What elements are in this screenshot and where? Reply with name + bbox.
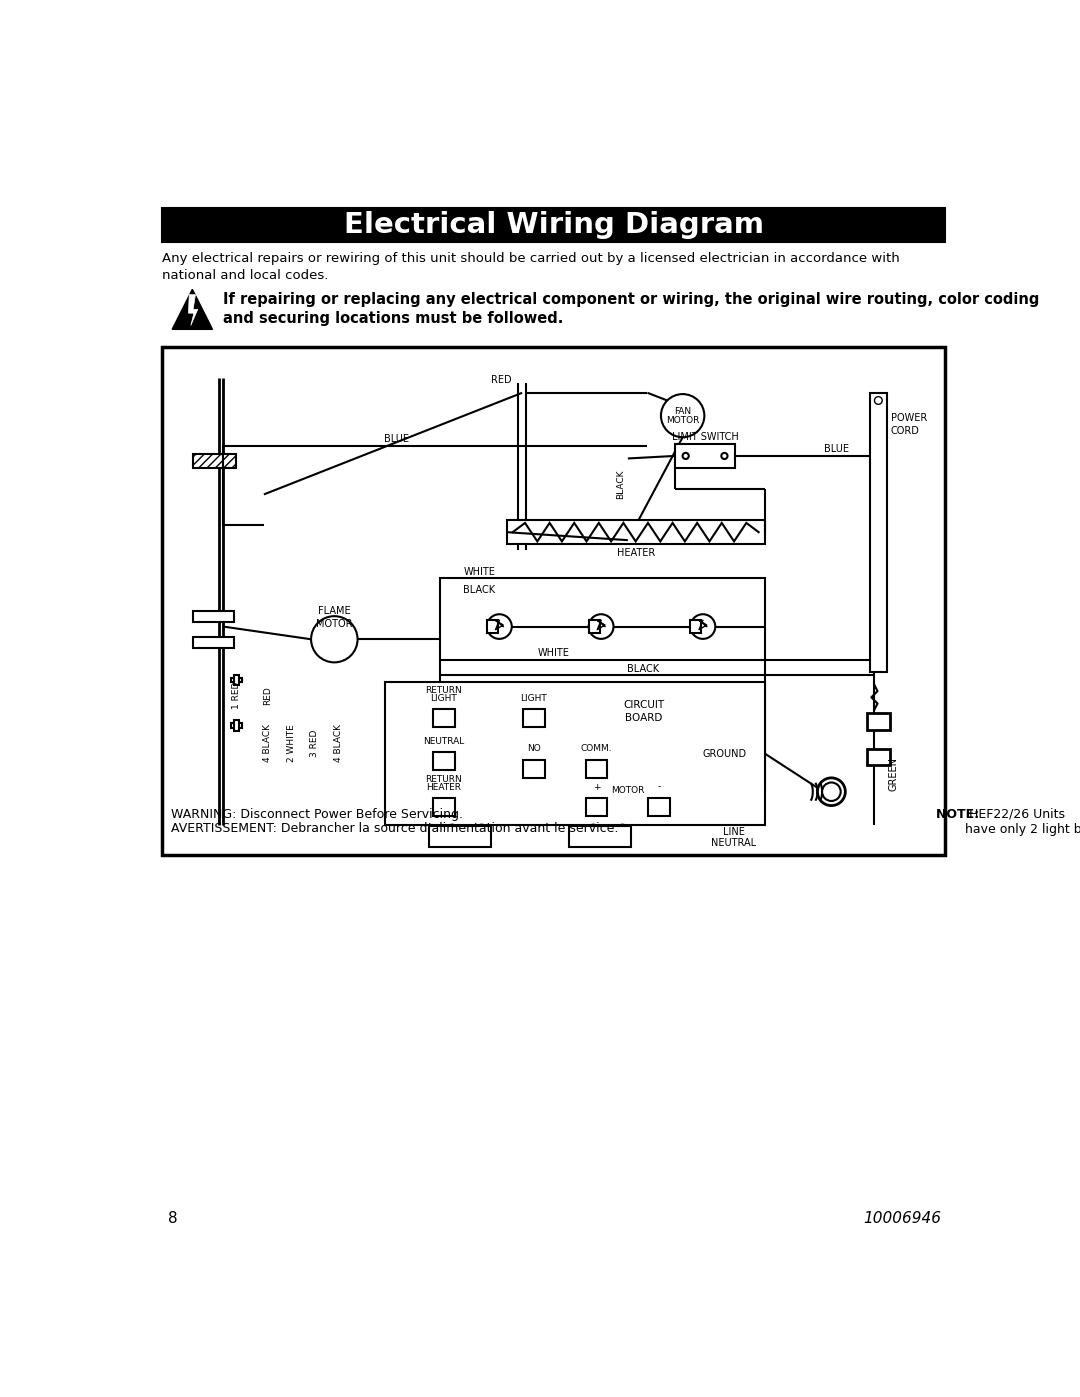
Bar <box>231 678 242 682</box>
Text: 3 RED: 3 RED <box>310 729 320 757</box>
Text: NOTE:: NOTE: <box>935 807 983 820</box>
Text: HEF22/26 Units
have only 2 light bulbs: HEF22/26 Units have only 2 light bulbs <box>966 807 1080 835</box>
Text: POWER: POWER <box>891 414 927 423</box>
Circle shape <box>683 453 689 460</box>
Bar <box>867 712 890 729</box>
Bar <box>440 578 765 789</box>
Text: FAN: FAN <box>674 407 691 415</box>
Text: WARNING: Disconnect Power Before Servicing.: WARNING: Disconnect Power Before Servici… <box>172 807 463 820</box>
Text: -: - <box>658 782 661 792</box>
Text: BLUE: BLUE <box>824 444 849 454</box>
Bar <box>585 798 607 816</box>
Text: HEATER: HEATER <box>427 782 461 792</box>
Text: BLACK: BLACK <box>617 469 625 499</box>
Bar <box>162 346 945 855</box>
Text: Electrical Wiring Diagram: Electrical Wiring Diagram <box>343 211 764 239</box>
Text: BLACK: BLACK <box>627 664 660 673</box>
Text: GREEN: GREEN <box>889 757 899 791</box>
Bar <box>433 708 455 728</box>
Text: MOTOR: MOTOR <box>611 785 645 795</box>
Text: LINE: LINE <box>723 827 744 837</box>
Text: LIGHT: LIGHT <box>431 694 457 703</box>
Text: 8: 8 <box>167 1211 177 1227</box>
Text: NEUTRAL: NEUTRAL <box>711 838 756 848</box>
Text: HEATER: HEATER <box>617 548 654 557</box>
Text: FLAME: FLAME <box>318 606 351 616</box>
Polygon shape <box>172 289 213 330</box>
Bar <box>589 620 599 633</box>
Bar <box>867 749 890 766</box>
Bar <box>433 752 455 771</box>
Bar <box>569 826 632 848</box>
Text: 10006946: 10006946 <box>863 1211 941 1227</box>
Circle shape <box>822 782 840 800</box>
Circle shape <box>589 615 613 638</box>
Bar <box>231 724 242 728</box>
Polygon shape <box>189 295 198 326</box>
Circle shape <box>875 397 882 404</box>
Text: 4 BLACK: 4 BLACK <box>334 725 342 763</box>
Bar <box>386 683 765 824</box>
Text: WHITE: WHITE <box>463 567 496 577</box>
Circle shape <box>487 615 512 638</box>
Bar <box>585 760 607 778</box>
Text: BLUE: BLUE <box>384 434 409 444</box>
Text: 2 WHITE: 2 WHITE <box>287 725 296 763</box>
Bar <box>507 520 765 545</box>
Bar <box>234 721 239 731</box>
Bar <box>234 675 239 686</box>
Bar <box>675 444 735 468</box>
Text: RED: RED <box>264 686 272 704</box>
Text: +: + <box>593 782 600 792</box>
Bar <box>690 620 701 633</box>
Text: BOARD: BOARD <box>625 712 662 724</box>
Text: MOTOR: MOTOR <box>666 416 700 425</box>
Bar <box>429 826 490 848</box>
Text: AVERTISSEMENT: Debrancher la source d’alimentation avant le service.: AVERTISSEMENT: Debrancher la source d’al… <box>172 823 619 835</box>
Bar <box>193 637 233 647</box>
Text: COMM.: COMM. <box>581 745 612 753</box>
Circle shape <box>661 394 704 437</box>
Text: LIMIT SWITCH: LIMIT SWITCH <box>672 432 739 441</box>
Text: If repairing or replacing any electrical component or wiring, the original wire : If repairing or replacing any electrical… <box>222 292 1039 327</box>
Circle shape <box>311 616 357 662</box>
Text: RED: RED <box>491 374 512 386</box>
Bar <box>523 708 544 728</box>
Circle shape <box>721 453 728 460</box>
Text: 4 BLACK: 4 BLACK <box>264 725 272 763</box>
Text: BLACK: BLACK <box>463 585 496 595</box>
Bar <box>193 454 237 468</box>
Text: RETURN: RETURN <box>426 775 462 784</box>
Text: NEUTRAL: NEUTRAL <box>423 736 464 746</box>
Text: MOTOR: MOTOR <box>316 619 352 629</box>
Bar <box>869 393 887 672</box>
Text: Any electrical repairs or rewiring of this unit should be carried out by a licen: Any electrical repairs or rewiring of th… <box>162 253 900 282</box>
Bar <box>433 798 455 816</box>
Circle shape <box>690 615 715 638</box>
Text: LIGHT: LIGHT <box>521 694 548 703</box>
Bar <box>648 798 670 816</box>
Text: WHITE: WHITE <box>538 648 569 658</box>
Text: RETURN: RETURN <box>426 686 462 694</box>
Bar <box>193 612 233 622</box>
Text: CIRCUIT: CIRCUIT <box>623 700 664 710</box>
Text: GROUND: GROUND <box>702 749 746 759</box>
Bar <box>487 620 498 633</box>
Text: NO: NO <box>527 745 541 753</box>
Text: 1 RED: 1 RED <box>232 682 241 708</box>
Bar <box>162 208 945 242</box>
Circle shape <box>818 778 846 806</box>
Text: CORD: CORD <box>891 426 919 436</box>
Bar <box>523 760 544 778</box>
